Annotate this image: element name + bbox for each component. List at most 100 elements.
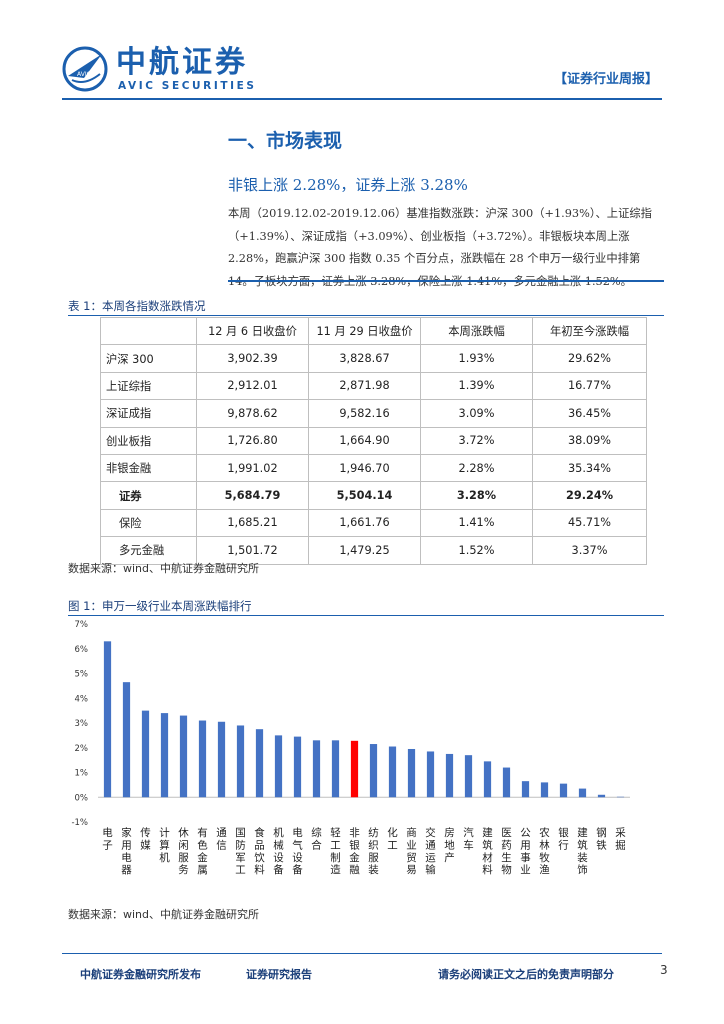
category-label-char: 设	[273, 852, 284, 864]
bar-15	[369, 744, 378, 798]
weekly-change: 1.52%	[420, 536, 533, 565]
bar-8	[236, 725, 245, 798]
category-label-char: 汽	[463, 826, 474, 839]
index-name: 证券	[100, 481, 197, 510]
category-label-char: 造	[330, 863, 341, 876]
category-label-char: 融	[349, 864, 360, 876]
category-label-char: 属	[197, 864, 208, 876]
category-label-char: 行	[558, 838, 569, 851]
close-dec6: 2,912.01	[196, 371, 309, 401]
bar-7	[217, 721, 226, 798]
category-label-char: 林	[539, 838, 550, 851]
y-tick-label: 2%	[75, 744, 89, 754]
bar-6	[198, 720, 207, 798]
category-label-char: 械	[273, 838, 284, 851]
ytd-change: 3.37%	[532, 536, 647, 565]
footer-publisher: 中航证券金融研究所发布	[80, 968, 201, 981]
category-label-char: 工	[330, 839, 341, 851]
header-cell: 12 月 6 日收盘价	[196, 316, 309, 346]
index-name: 沪深 300	[100, 344, 197, 373]
ytd-change: 38.09%	[532, 426, 647, 455]
category-label-char: 装	[368, 863, 379, 876]
category-label-char: 备	[292, 863, 303, 876]
close-dec6: 3,902.39	[196, 344, 309, 373]
category-label-char: 银	[558, 826, 569, 839]
close-dec6: 9,878.62	[196, 399, 309, 428]
bar-12	[312, 740, 321, 798]
category-label-char: 料	[482, 863, 493, 876]
ytd-change: 29.24%	[532, 481, 647, 510]
bar-3	[141, 710, 150, 798]
bar-22	[502, 767, 511, 798]
report-type-tag: 【证券行业周报】	[553, 72, 658, 87]
header-cell: 11 月 29 日收盘价	[308, 316, 421, 346]
category-label-char: 传	[140, 827, 151, 839]
table-source: 数据来源：wind、中航证券金融研究所	[68, 562, 260, 575]
category-label-char: 务	[178, 863, 189, 876]
category-label-char: 金	[349, 851, 360, 864]
bar-9	[255, 729, 264, 798]
bar-26	[578, 788, 587, 798]
bar-20	[464, 755, 473, 798]
category-label-char: 交	[425, 826, 436, 839]
category-label-char: 输	[425, 863, 436, 876]
category-label-char: 车	[463, 838, 474, 851]
logo-en: AVIC SECURITIES	[118, 80, 257, 92]
close-dec6: 1,685.21	[196, 508, 309, 538]
page-number: 3	[660, 963, 668, 977]
table-row: 沪深 300 3,902.39 3,828.67 1.93% 29.62%	[100, 344, 647, 373]
bar-27	[597, 794, 606, 798]
category-label-char: 综	[311, 826, 322, 839]
weekly-change: 2.28%	[420, 453, 533, 483]
category-label-char: 化	[387, 826, 398, 839]
figure-caption-rule	[68, 615, 664, 616]
ytd-change: 36.45%	[532, 399, 647, 428]
category-label-char: 装	[577, 851, 588, 864]
footer-report-type: 证券研究报告	[246, 968, 312, 981]
ytd-change: 29.62%	[532, 344, 647, 373]
category-label-char: 合	[311, 838, 322, 851]
close-nov29: 1,479.25	[308, 536, 421, 565]
index-name: 深证成指	[100, 399, 197, 428]
category-label-char: 轻	[330, 826, 341, 839]
category-label-char: 媒	[140, 838, 151, 851]
index-name: 多元金融	[100, 536, 197, 565]
index-performance-table: 12 月 6 日收盘价 11 月 29 日收盘价 本周涨跌幅 年初至今涨跌幅 沪…	[100, 316, 647, 565]
index-name: 保险	[100, 508, 197, 538]
bar-13	[331, 740, 340, 798]
weekly-change: 1.41%	[420, 508, 533, 538]
header-cell: 本周涨跌幅	[420, 316, 533, 346]
bar-11	[293, 736, 302, 798]
y-tick-label: 5%	[75, 670, 89, 680]
table-row: 上证综指 2,912.01 2,871.98 1.39% 16.77%	[100, 371, 647, 401]
category-label-char: 商	[406, 826, 417, 839]
category-label-char: 纺	[368, 826, 379, 839]
bar-24	[540, 782, 549, 798]
category-label-char: 地	[444, 838, 455, 851]
category-label-char: 算	[159, 838, 170, 851]
category-label-char: 设	[292, 852, 303, 864]
category-label-char: 建	[577, 826, 588, 839]
bar-14	[350, 740, 359, 798]
bar-21	[483, 761, 492, 798]
category-label-char: 饮	[254, 851, 265, 864]
category-label-char: 机	[273, 826, 284, 839]
category-label-char: 事	[520, 851, 531, 864]
category-label-char: 非	[349, 827, 360, 839]
category-label-char: 有	[197, 826, 208, 839]
category-label-char: 备	[273, 863, 284, 876]
bar-23	[521, 781, 530, 798]
category-label-char: 器	[121, 864, 132, 876]
category-label-char: 筑	[482, 838, 493, 851]
close-nov29: 1,661.76	[308, 508, 421, 538]
table-caption: 表 1：本周各指数涨跌情况	[68, 299, 206, 313]
table-row-highlight: 证券 5,684.79 5,504.14 3.28% 29.24%	[100, 481, 647, 510]
close-nov29: 1,664.90	[308, 426, 421, 455]
table-row: 创业板指 1,726.80 1,664.90 3.72% 38.09%	[100, 426, 647, 455]
category-label-char: 农	[539, 826, 550, 839]
y-tick-label: -1%	[71, 818, 88, 828]
category-label-char: 物	[501, 863, 512, 876]
bar-19	[445, 753, 454, 798]
category-label-char: 房	[444, 826, 455, 839]
category-label-char: 材	[482, 851, 493, 864]
